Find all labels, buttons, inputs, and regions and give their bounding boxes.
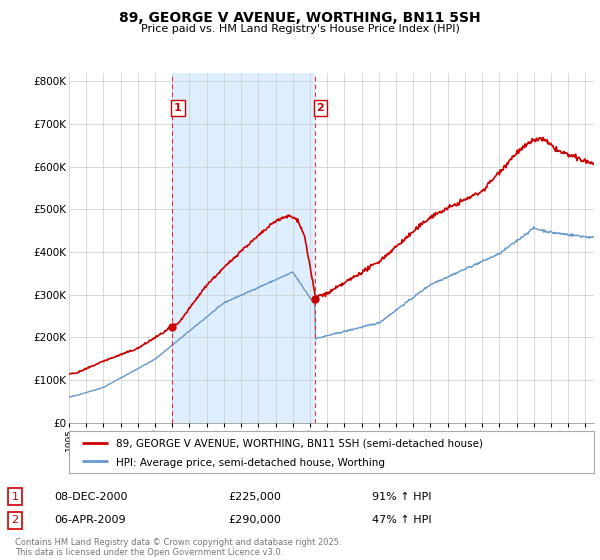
Text: 06-APR-2009: 06-APR-2009 [54, 515, 125, 525]
Text: 91% ↑ HPI: 91% ↑ HPI [372, 492, 431, 502]
Text: 08-DEC-2000: 08-DEC-2000 [54, 492, 128, 502]
Bar [172, 73, 314, 423]
Text: 1: 1 [174, 103, 182, 113]
Text: Price paid vs. HM Land Registry's House Price Index (HPI): Price paid vs. HM Land Registry's House … [140, 24, 460, 34]
Text: 89, GEORGE V AVENUE, WORTHING, BN11 5SH: 89, GEORGE V AVENUE, WORTHING, BN11 5SH [119, 12, 481, 26]
Text: HPI: Average price, semi-detached house, Worthing: HPI: Average price, semi-detached house,… [116, 458, 385, 468]
Text: 1: 1 [11, 492, 19, 502]
Text: £225,000: £225,000 [228, 492, 281, 502]
Text: £290,000: £290,000 [228, 515, 281, 525]
Text: 2: 2 [11, 515, 19, 525]
Text: Contains HM Land Registry data © Crown copyright and database right 2025.
This d: Contains HM Land Registry data © Crown c… [15, 538, 341, 557]
Text: 2: 2 [316, 103, 324, 113]
Text: 47% ↑ HPI: 47% ↑ HPI [372, 515, 431, 525]
Text: 89, GEORGE V AVENUE, WORTHING, BN11 5SH (semi-detached house): 89, GEORGE V AVENUE, WORTHING, BN11 5SH … [116, 439, 483, 449]
